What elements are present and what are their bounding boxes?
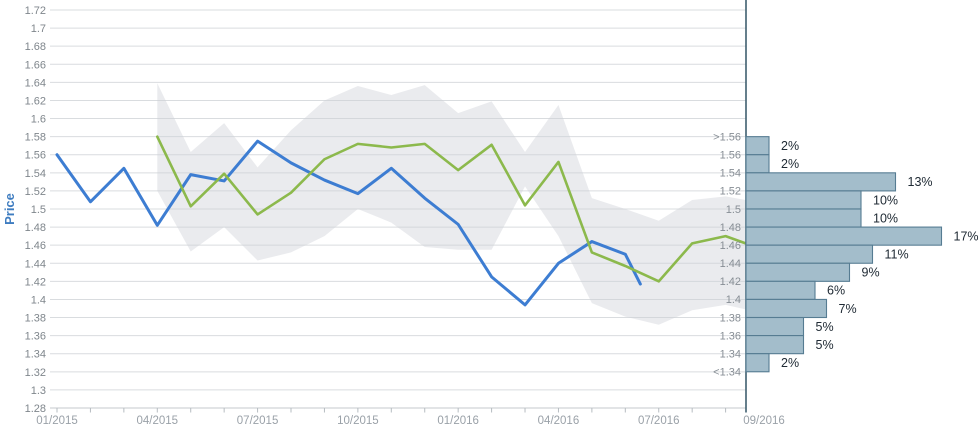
y-tick-label: 1.42 [25, 276, 46, 288]
histogram-bar [745, 136, 770, 156]
histogram-bar [745, 190, 862, 210]
y-tick-label: 1.3 [31, 385, 46, 397]
price-bin-label: 1.36 [720, 330, 741, 342]
histogram-bar [745, 262, 851, 282]
histogram-bar-value: 2% [781, 356, 799, 370]
price-bin-label: 1.44 [720, 258, 741, 270]
forecast-date-label: 09/2016 [743, 415, 785, 427]
y-tick-label: 1.7 [31, 23, 46, 35]
y-tick-label: 1.58 [25, 132, 46, 144]
histogram-bar-value: 6% [827, 284, 845, 298]
price-bin-label: <1.34 [713, 367, 741, 379]
y-tick-label: 1.44 [25, 258, 46, 270]
x-tick-label: 07/2016 [638, 415, 680, 427]
histogram-bar-value: 5% [816, 320, 834, 334]
y-tick-label: 1.54 [25, 168, 46, 180]
price-bin-label: 1.52 [720, 186, 741, 198]
price-bin-label: 1.38 [720, 312, 741, 324]
y-tick-label: 1.46 [25, 240, 46, 252]
histogram-bar-value: 2% [781, 139, 799, 153]
x-tick-label: 01/2015 [36, 415, 78, 427]
histogram-bar [745, 280, 816, 300]
y-tick-label: 1.56 [25, 150, 46, 162]
price-bin-label: 1.48 [720, 222, 741, 234]
y-axis-title: Price [2, 193, 17, 225]
y-tick-label: 1.52 [25, 186, 46, 198]
histogram-bar-value: 13% [908, 175, 933, 189]
histogram-bar [745, 244, 874, 264]
price-bin-label: 1.34 [720, 348, 741, 360]
price-history-line [55, 139, 642, 307]
consensus-forecast-line [155, 135, 747, 283]
price-bin-label: >1.56 [713, 131, 741, 143]
y-tick-label: 1.62 [25, 95, 46, 107]
price-bin-label: 1.56 [720, 150, 741, 162]
y-tick-label: 1.6 [31, 114, 46, 126]
price-bin-label: 1.42 [720, 276, 741, 288]
price-bin-label: 1.54 [720, 168, 741, 180]
y-tick-label: 1.68 [25, 41, 46, 53]
histogram-bar [745, 316, 805, 337]
y-tick-label: 1.34 [25, 349, 46, 361]
y-tick-label: 1.38 [25, 313, 46, 325]
y-tick-label: 1.64 [25, 77, 46, 89]
x-tick-label: 04/2016 [538, 415, 580, 427]
y-tick-label: 1.32 [25, 367, 46, 379]
histogram-bar-value: 2% [781, 157, 799, 171]
forecast-range-band [157, 83, 746, 325]
y-tick-label: 1.4 [31, 294, 46, 306]
x-tick-label: 10/2015 [337, 415, 379, 427]
histogram-bar [745, 226, 943, 246]
histogram-bar [745, 208, 862, 228]
x-tick-label: 07/2015 [237, 415, 279, 427]
histogram-bar-value: 10% [873, 211, 898, 225]
histogram-bar-value: 7% [839, 302, 857, 316]
x-tick-label: 04/2015 [137, 415, 179, 427]
histogram-bar-value: 9% [862, 266, 880, 280]
y-tick-label: 1.48 [25, 222, 46, 234]
histogram-bar-value: 10% [873, 193, 898, 207]
histogram-bar [745, 353, 770, 373]
y-tick-label: 1.72 [25, 5, 46, 17]
histogram-bar [745, 298, 828, 319]
histogram-bar [745, 335, 805, 355]
price-bin-label: 1.5 [726, 204, 741, 216]
y-tick-label: 1.5 [31, 204, 46, 216]
price-bin-label: 1.4 [726, 294, 741, 306]
histogram-bar [745, 172, 897, 192]
histogram-bar-value: 17% [954, 229, 979, 243]
histogram-bar-value: 11% [885, 248, 909, 262]
x-tick-label: 01/2016 [437, 415, 479, 427]
y-tick-label: 1.66 [25, 59, 46, 71]
histogram-bar-value: 5% [816, 338, 834, 352]
price-bin-label: 1.46 [720, 240, 741, 252]
y-tick-label: 1.36 [25, 331, 46, 343]
histogram-bar [745, 154, 770, 174]
y-tick-label: 1.28 [25, 403, 46, 415]
